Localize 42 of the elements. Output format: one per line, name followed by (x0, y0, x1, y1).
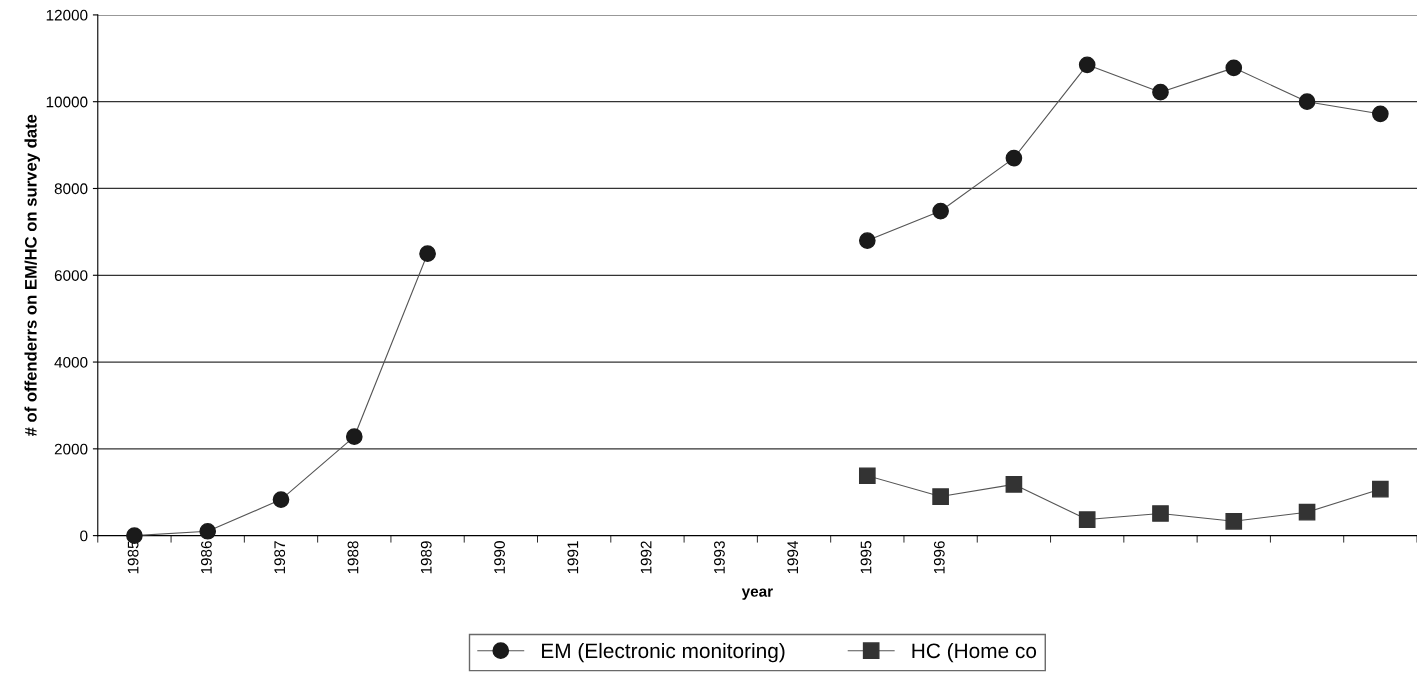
x-tick-label: 1987 (274, 541, 286, 574)
point (272, 491, 290, 508)
point (1005, 149, 1023, 167)
point (1078, 511, 1096, 528)
x-tick-label: 1991 (567, 541, 579, 574)
x-tick-label: 1990 (494, 541, 505, 574)
y-axis-title: # of offenderrs on EM/HC on survey date (24, 114, 41, 437)
x-tick-label: 1995 (860, 541, 872, 574)
x-tick-label: 1986 (200, 541, 212, 574)
point (1298, 503, 1316, 521)
y-tick-label: 4000 (54, 356, 88, 368)
y-tick-label: 10000 (46, 96, 88, 108)
point (858, 232, 876, 249)
point (199, 522, 217, 540)
point (932, 488, 949, 505)
point (1225, 59, 1243, 77)
point (1152, 505, 1169, 522)
x-tick-label: 1992 (640, 541, 652, 574)
point (1298, 93, 1316, 111)
legend-label: EM (Electronic monitoring) (542, 642, 785, 663)
x-tick-label: 1994 (787, 540, 799, 574)
x-tick-label: 1989 (420, 541, 432, 574)
point (1372, 105, 1389, 123)
y-tick-label: 2000 (54, 443, 88, 455)
y-tick-label: 0 (80, 530, 88, 542)
x-tick-label: 1988 (347, 541, 359, 574)
point (1005, 476, 1023, 493)
x-axis-title: year (741, 588, 773, 600)
point (1372, 480, 1389, 498)
y-tick-label: 6000 (54, 270, 88, 281)
point (345, 428, 363, 446)
legend-label: HC (Home co (912, 642, 1037, 663)
point (858, 467, 876, 485)
point (1152, 83, 1169, 101)
x-tick-label: 1993 (714, 541, 725, 574)
y-tick-label: 8000 (54, 183, 88, 195)
point (1078, 56, 1096, 74)
y-tick-label: 12000 (46, 9, 88, 21)
point (419, 245, 436, 262)
point (932, 202, 949, 220)
x-tick-label: 1996 (933, 541, 945, 574)
point (1225, 512, 1243, 530)
